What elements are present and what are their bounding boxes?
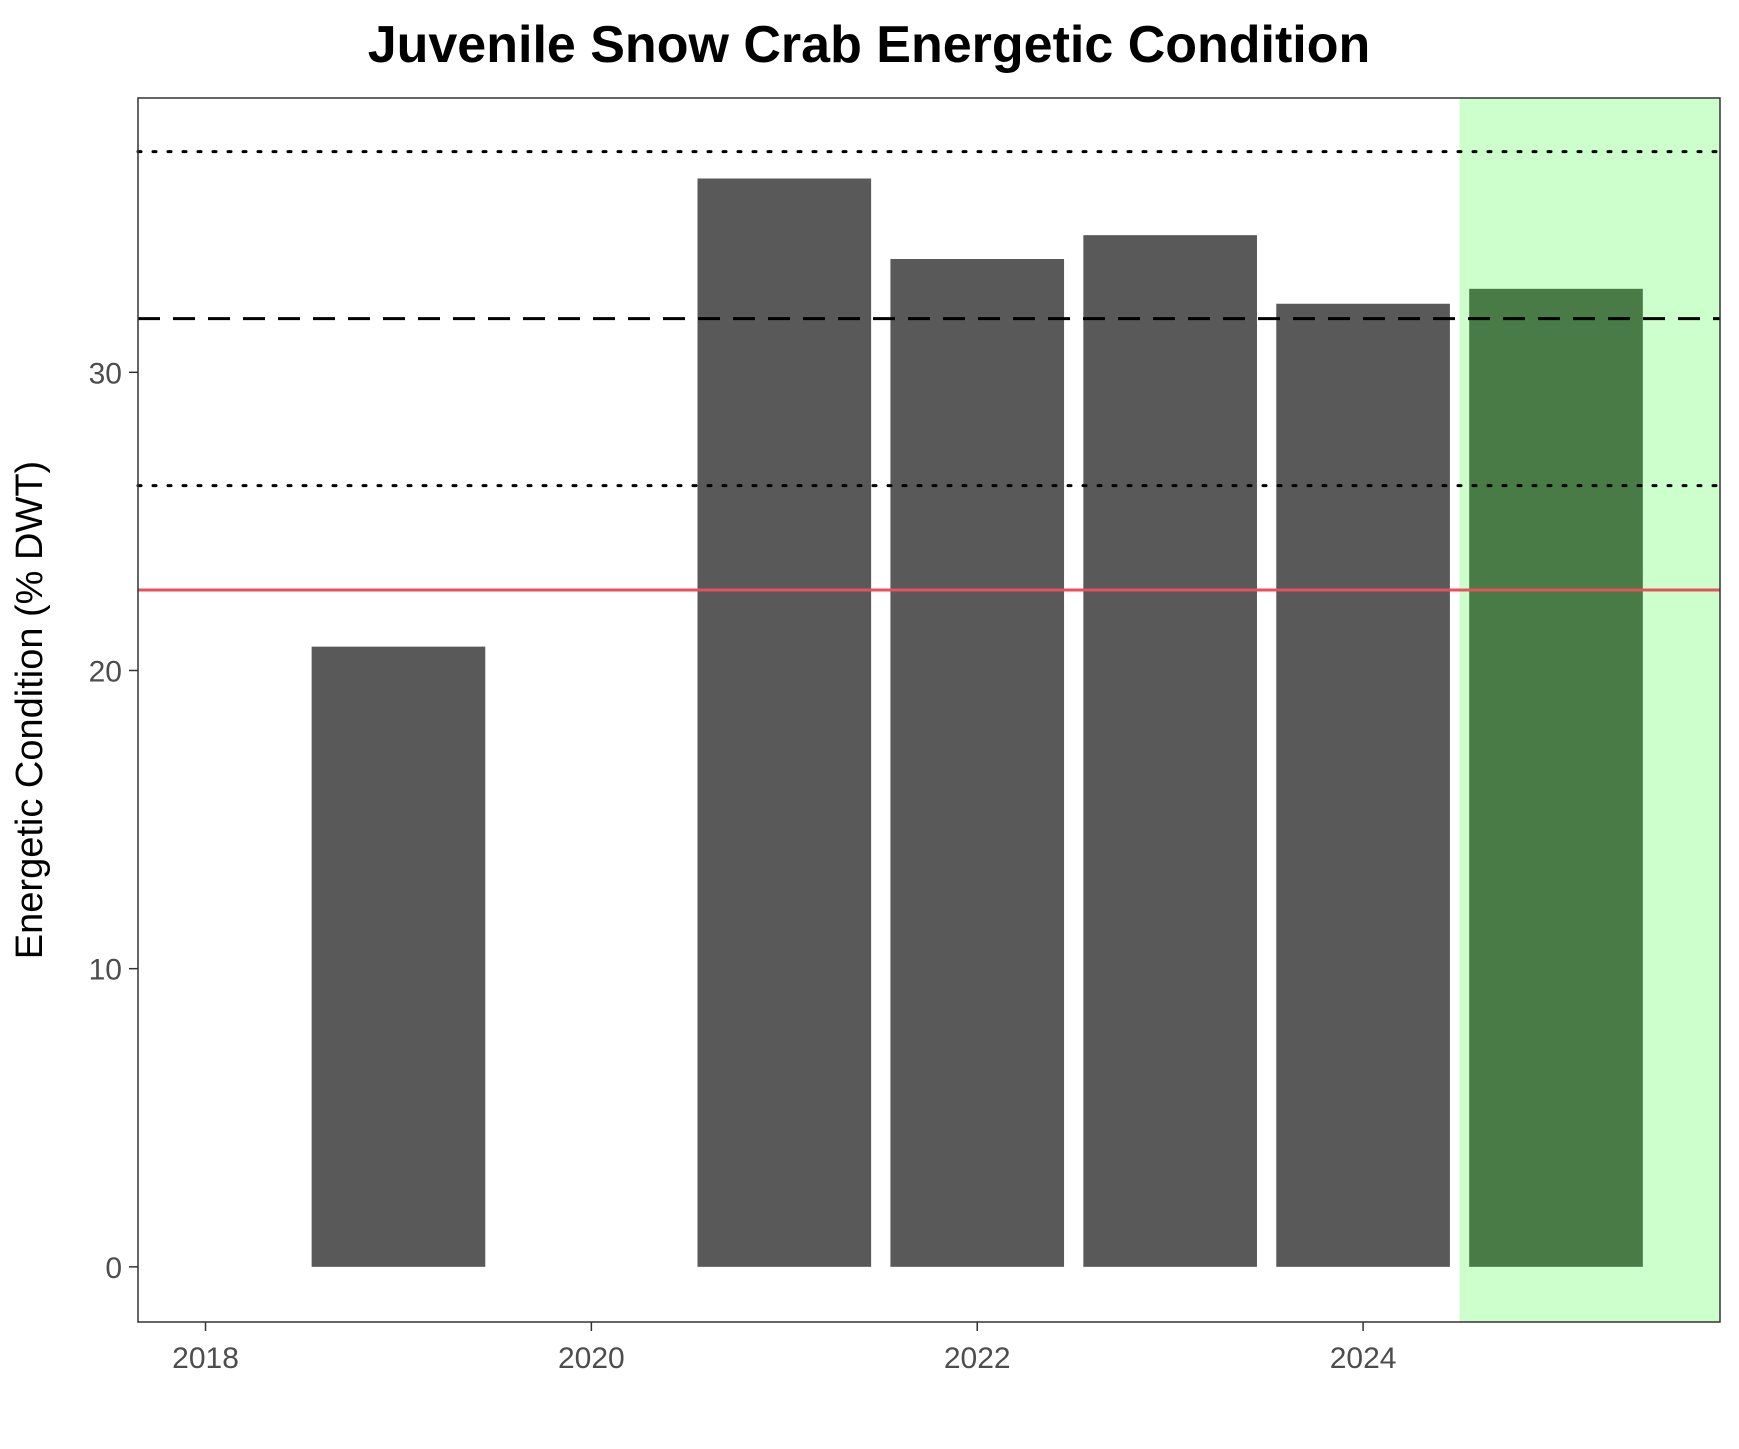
x-tick-label-2024: 2024 [1330,1342,1397,1375]
bar-2021 [697,178,872,1267]
bar-2023 [1083,235,1257,1267]
plot-border [137,97,1721,1323]
bar-2022 [890,259,1065,1267]
y-tick-label-10: 10 [89,954,122,987]
bar-2024 [1276,303,1450,1267]
bar-2025 [1469,288,1643,1267]
y-tick-label-20: 20 [89,655,122,688]
y-tick-label-0: 0 [105,1252,122,1285]
x-tick-label-2022: 2022 [944,1342,1011,1375]
x-tick-label-2018: 2018 [172,1342,239,1375]
x-tick-label-2020: 2020 [558,1342,625,1375]
plot-area: 0 10 20 30 2018 2020 2022 2024 [89,97,1722,1375]
chart-title: Juvenile Snow Crab Energetic Condition [368,16,1371,74]
bar-2019 [311,646,486,1267]
y-tick-label-30: 30 [89,357,122,390]
y-axis-title: Energetic Condition (% DWT) [9,461,51,959]
